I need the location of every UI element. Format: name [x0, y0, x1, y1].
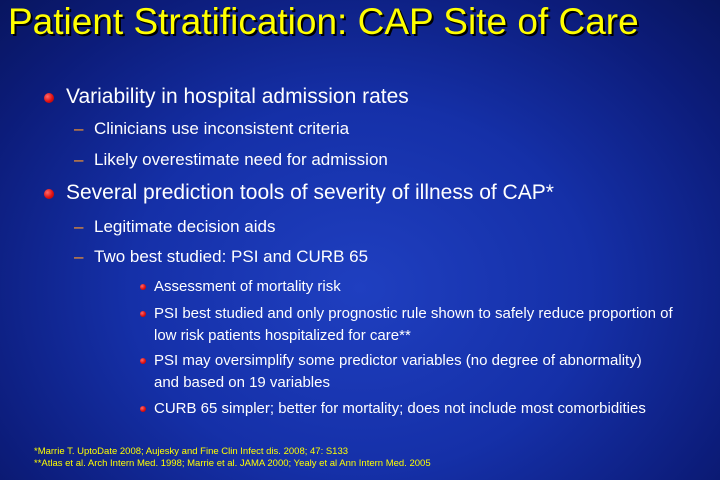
small-bullet-icon: [140, 311, 146, 317]
dash-icon: –: [74, 247, 84, 266]
sub-bullet-clinicians: Clinicians use inconsistent criteria: [94, 119, 350, 138]
footnote-2: **Atlas et al. Arch Intern Med. 1998; Ma…: [34, 458, 431, 469]
small-bullet-icon: [140, 358, 146, 364]
item-curb65: CURB 65 simpler; better for mortality; d…: [154, 400, 646, 417]
small-bullet-icon: [140, 406, 146, 412]
sub-bullet-best-studied: Two best studied: PSI and CURB 65: [94, 247, 369, 266]
bullet-icon: [44, 189, 54, 199]
slide-title: Patient Stratification: CAP Site of Care: [8, 1, 639, 42]
item-mortality-risk: Assessment of mortality risk: [154, 278, 341, 295]
sub-bullet-decision-aids: Legitimate decision aids: [94, 217, 276, 236]
sub-bullet-overestimate: Likely overestimate need for admission: [94, 150, 388, 169]
bullet-variability: Variability in hospital admission rates: [66, 85, 409, 108]
small-bullet-icon: [140, 284, 146, 290]
bullet-prediction-tools: Several prediction tools of severity of …: [66, 181, 554, 204]
dash-icon: –: [74, 119, 84, 138]
dash-icon: –: [74, 150, 84, 169]
item-psi-oversimplify: PSI may oversimplify some predictor vari…: [154, 352, 642, 391]
footnote-1: *Marrie T. UptoDate 2008; Aujesky and Fi…: [34, 446, 349, 457]
bullet-icon: [44, 93, 54, 103]
dash-icon: –: [74, 217, 84, 236]
item-psi-best-studied: PSI best studied and only prognostic rul…: [154, 305, 673, 344]
